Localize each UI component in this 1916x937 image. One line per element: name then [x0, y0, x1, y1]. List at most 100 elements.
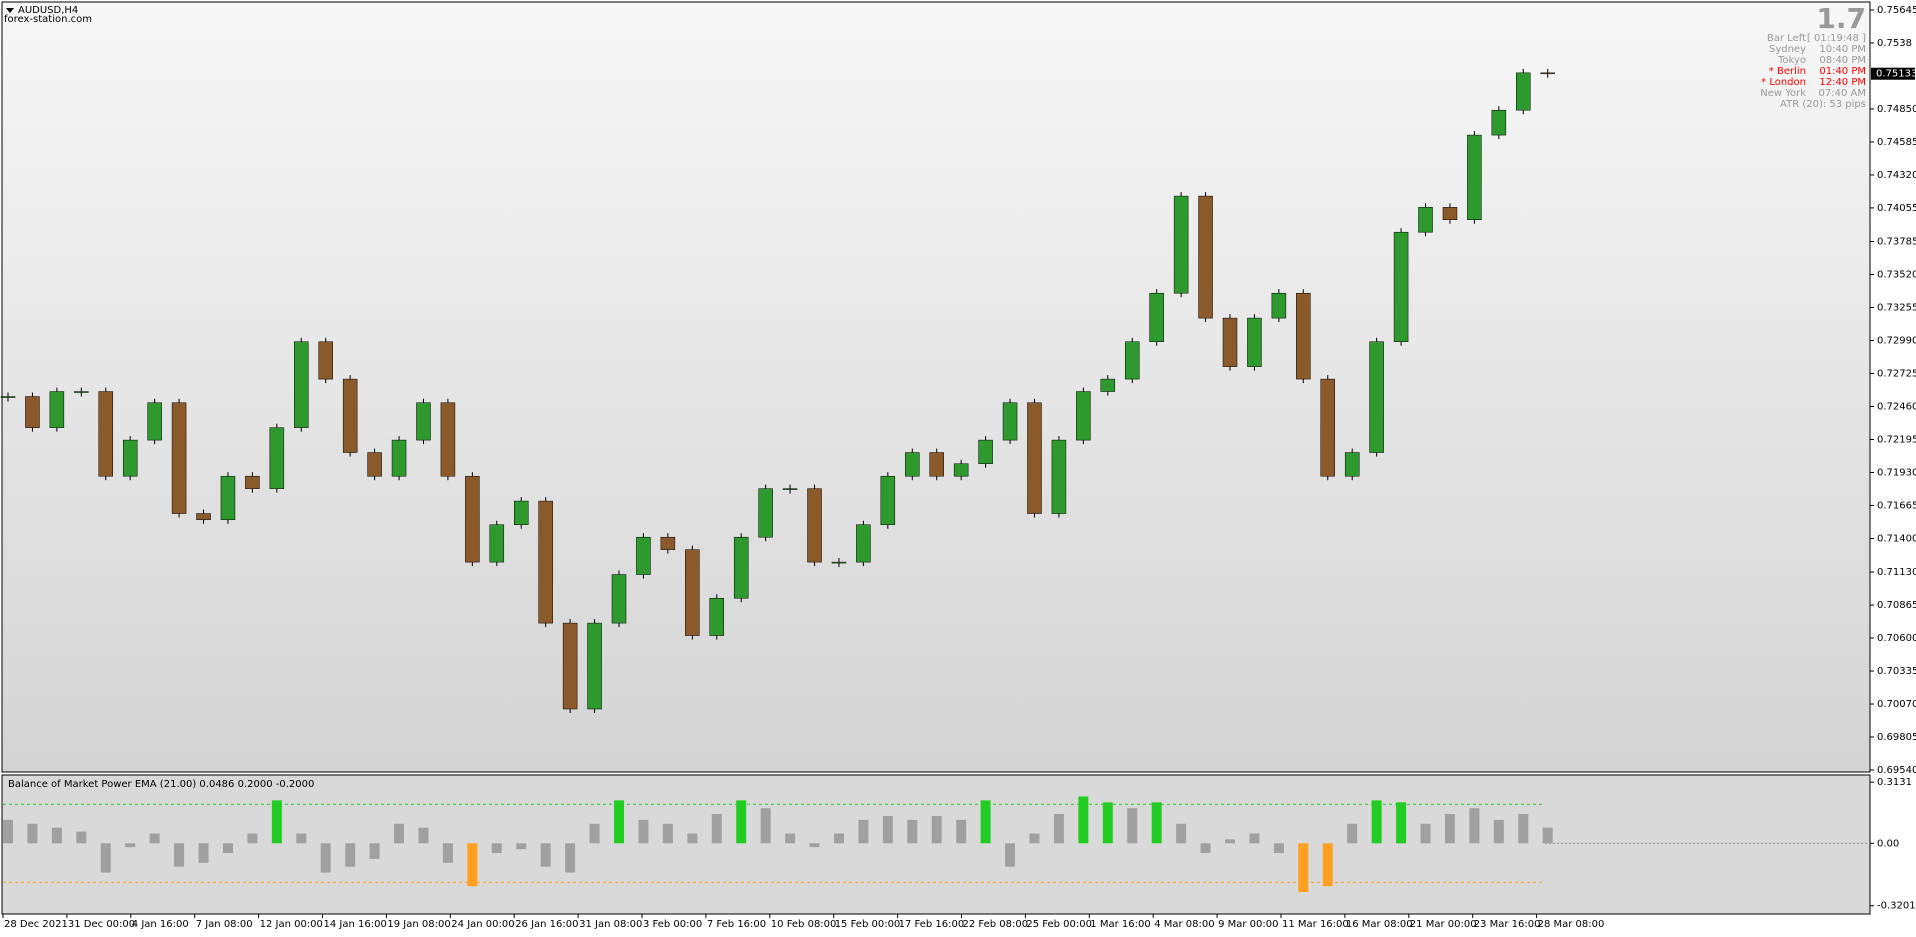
histogram-bar	[467, 843, 478, 887]
current-price-box	[1871, 67, 1915, 80]
candle	[1076, 391, 1091, 441]
histogram-bar	[271, 800, 282, 844]
candle	[1540, 72, 1555, 75]
info-value: 10:40 PM	[1819, 44, 1866, 55]
y-tick-label: 0.70600	[1877, 633, 1916, 644]
candle	[929, 452, 944, 477]
time-label: 23 Mar 16:00	[1474, 919, 1541, 930]
candle	[905, 452, 920, 477]
candle	[1516, 72, 1531, 111]
histogram-bar	[3, 819, 13, 844]
time-label: 14 Jan 16:00	[324, 919, 387, 930]
histogram-bar	[1200, 843, 1211, 854]
histogram-bar	[1151, 802, 1162, 844]
info-value: 12:40 PM	[1819, 77, 1866, 88]
y-tick-label: 0.71130	[1877, 567, 1916, 578]
candle	[1173, 195, 1189, 294]
histogram-bar	[1444, 814, 1455, 844]
time-label: 15 Feb 00:00	[835, 919, 901, 930]
histogram-bar	[442, 843, 453, 863]
y-tick-label: 0.71930	[1877, 467, 1916, 478]
y-tick-label: 0.72460	[1877, 401, 1916, 412]
y-tick-label: 0.73255	[1877, 303, 1916, 314]
time-label: 24 Jan 00:00	[451, 919, 514, 930]
menu-arrow[interactable]	[6, 8, 14, 13]
candle	[1344, 452, 1360, 477]
candle	[611, 574, 627, 624]
histogram-bar	[614, 800, 624, 844]
time-label: 31 Jan 08:00	[579, 919, 642, 930]
histogram-bar	[540, 843, 551, 867]
y-tick-label: 0.70335	[1877, 666, 1916, 677]
histogram-bar	[1176, 823, 1187, 844]
time-label: 25 Feb 00:00	[1026, 919, 1092, 930]
candle	[758, 488, 773, 538]
time-label: 17 Feb 16:00	[899, 919, 965, 930]
histogram-bar	[100, 843, 111, 873]
candle	[318, 341, 333, 380]
candle	[1222, 317, 1238, 367]
time-label: 28 Dec 2021	[4, 919, 68, 930]
histogram-bar	[1542, 827, 1553, 844]
candle	[1369, 341, 1384, 453]
indicator-title: Balance of Market Power EMA (21.00) 0.04…	[8, 779, 314, 790]
histogram-bar	[1322, 843, 1333, 887]
candle	[782, 488, 798, 490]
candle	[74, 391, 89, 393]
candle	[978, 439, 993, 465]
candle	[1418, 207, 1433, 233]
histogram-bar	[687, 833, 698, 844]
time-label: 3 Feb 00:00	[643, 919, 702, 930]
histogram-bar	[1249, 833, 1260, 844]
candle	[1027, 402, 1042, 514]
histogram-bar	[711, 814, 722, 844]
y-tick-label: 0.00	[1877, 838, 1899, 849]
candle	[0, 396, 16, 398]
time-label: 22 Feb 08:00	[963, 919, 1029, 930]
histogram-bar	[1029, 833, 1040, 844]
histogram-bar	[1273, 843, 1284, 854]
candle	[1467, 134, 1482, 220]
time-label: 10 Feb 08:00	[771, 919, 837, 930]
time-label: 9 Mar 00:00	[1218, 919, 1278, 930]
candle	[1100, 378, 1116, 392]
candle	[513, 500, 529, 526]
histogram-bar	[638, 819, 649, 844]
info-value: 07:40 AM	[1819, 88, 1866, 99]
y-tick-label: -0.3201	[1877, 901, 1916, 912]
histogram-bar	[345, 843, 356, 867]
histogram-bar	[833, 833, 844, 844]
info-label: * Berlin	[1769, 66, 1806, 77]
candle	[562, 622, 578, 710]
candle	[660, 536, 676, 550]
histogram-bar	[76, 831, 87, 844]
candle	[342, 378, 358, 453]
time-label: 12 Jan 00:00	[260, 919, 323, 930]
histogram-bar	[809, 843, 820, 848]
histogram-bar	[858, 819, 869, 844]
info-value: 01:40 PM	[1819, 66, 1866, 77]
time-label: 7 Jan 08:00	[196, 919, 253, 930]
candle	[733, 536, 749, 599]
time-label: 11 Mar 16:00	[1282, 919, 1349, 930]
y-tick-label: 0.74585	[1877, 137, 1916, 148]
y-tick-label: 0.71665	[1877, 500, 1916, 511]
candle	[1198, 195, 1213, 319]
time-label: 31 Dec 00:00	[68, 919, 135, 930]
candle	[1393, 231, 1409, 342]
indicator-panel	[1, 774, 1871, 915]
current-price: 0.75133	[1876, 69, 1916, 80]
candle	[685, 549, 700, 636]
histogram-bar	[296, 833, 307, 844]
histogram-bar	[882, 815, 893, 844]
histogram-bar	[1127, 808, 1138, 844]
histogram-bar	[125, 843, 136, 848]
candle	[269, 427, 285, 489]
candle	[807, 488, 822, 563]
histogram-bar	[1347, 823, 1358, 844]
time-label: 4 Jan 16:00	[132, 919, 189, 930]
time-label: 4 Mar 08:00	[1154, 919, 1214, 930]
y-tick-label: 0.70865	[1877, 600, 1916, 611]
y-tick-label: 0.7538	[1877, 38, 1912, 49]
